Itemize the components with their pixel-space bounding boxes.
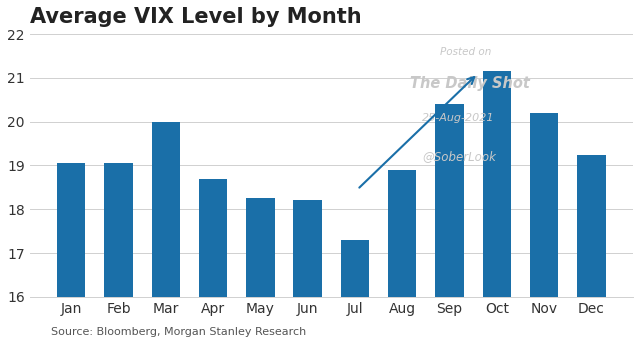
Text: Average VIX Level by Month: Average VIX Level by Month	[29, 7, 361, 27]
Bar	[246, 198, 275, 297]
Text: 25-Aug-2021: 25-Aug-2021	[422, 113, 494, 123]
Bar	[294, 201, 322, 297]
Bar	[199, 179, 227, 297]
Text: Posted on: Posted on	[440, 47, 492, 57]
Bar	[104, 163, 132, 297]
Bar	[530, 113, 558, 297]
Bar	[435, 104, 464, 297]
Text: @SoberLook: @SoberLook	[422, 150, 496, 163]
Text: Source: Bloomberg, Morgan Stanley Research: Source: Bloomberg, Morgan Stanley Resear…	[51, 327, 307, 337]
Bar	[152, 122, 180, 297]
Bar	[483, 71, 511, 297]
Bar	[340, 240, 369, 297]
Bar	[577, 154, 605, 297]
Text: The Daily Shot: The Daily Shot	[410, 76, 530, 91]
Bar	[388, 170, 417, 297]
Bar	[57, 163, 85, 297]
